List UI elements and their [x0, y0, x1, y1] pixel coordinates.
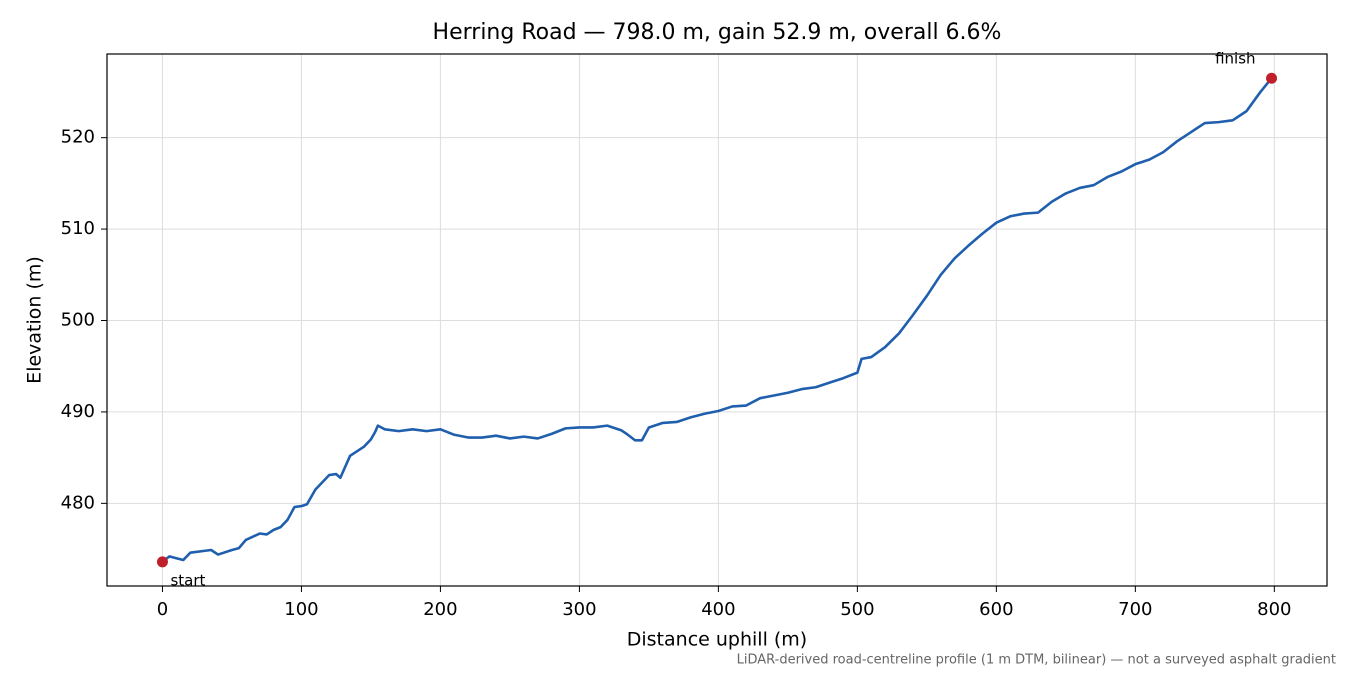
x-tick-label: 200: [423, 599, 457, 620]
x-tick-label: 0: [157, 599, 168, 620]
y-axis-label: Elevation (m): [24, 256, 46, 384]
y-tick-label: 520: [61, 127, 95, 148]
chart-title: Herring Road — 798.0 m, gain 52.9 m, ove…: [433, 20, 1002, 45]
plot-frame: [106, 53, 1328, 587]
x-tick-label: 300: [562, 599, 596, 620]
endpoint-annotation: start: [170, 571, 205, 589]
endpoint-marker: [1266, 72, 1278, 84]
y-tick-label: 510: [61, 218, 95, 239]
x-tick-label: 800: [1257, 599, 1291, 620]
y-tick-label: 500: [61, 310, 95, 331]
y-tick-label: 490: [61, 401, 95, 422]
elevation-line: [161, 77, 1273, 563]
x-tick-label: 400: [701, 599, 735, 620]
x-tick-label: 100: [284, 599, 318, 620]
x-axis-label: Distance uphill (m): [627, 629, 807, 651]
y-tick-label: 480: [61, 492, 95, 513]
footnote: LiDAR-derived road-centreline profile (1…: [737, 653, 1336, 668]
x-tick-label: 600: [979, 599, 1013, 620]
x-tick-label: 700: [1118, 599, 1152, 620]
endpoint-marker: [156, 556, 168, 568]
endpoint-annotation: finish: [1215, 50, 1255, 68]
x-tick-label: 500: [840, 599, 874, 620]
